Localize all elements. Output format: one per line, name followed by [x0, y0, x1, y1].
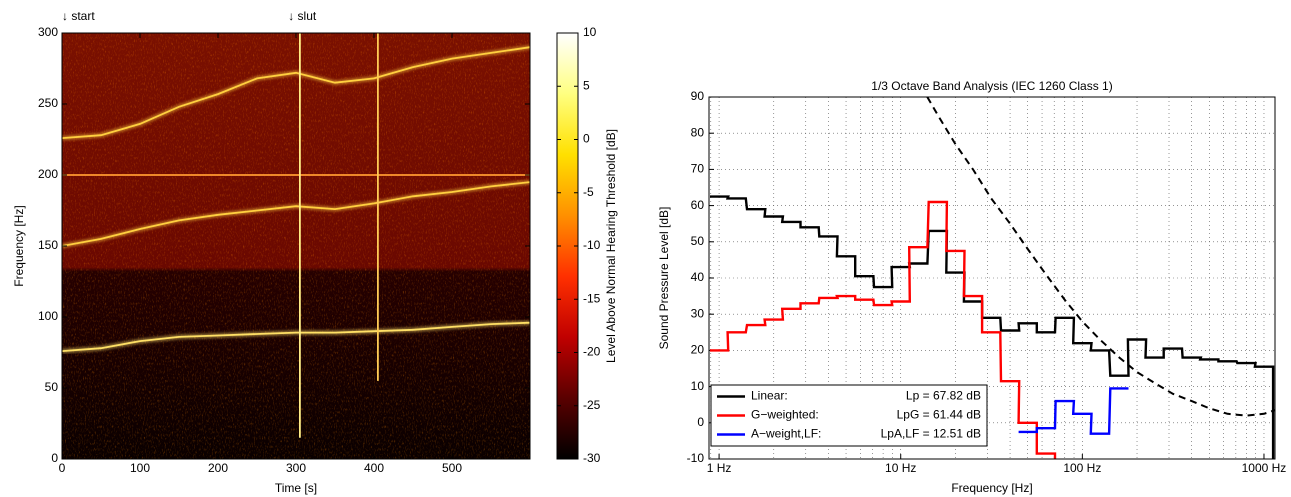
plot-frame [708, 96, 1276, 460]
spectrogram-texture [62, 33, 530, 459]
x-tick-label: 300 [286, 461, 306, 475]
y-tick-label: 300 [38, 25, 58, 39]
x-tick-label: 100 [130, 461, 150, 475]
series-layer [710, 97, 1275, 459]
x-tick-label: 500 [442, 461, 462, 475]
y-tick-label: 70 [691, 162, 705, 176]
colorbar-tick-label: -10 [583, 238, 601, 252]
x-tick-label: 1 Hz [707, 461, 732, 475]
x-axis-label: Frequency [Hz] [951, 481, 1032, 495]
y-tick-label: 90 [691, 89, 705, 103]
y-tick-label: 150 [38, 238, 58, 252]
legend-note: Lp = 67.82 dB [906, 389, 981, 403]
chart-title: 1/3 Octave Band Analysis (IEC 1260 Class… [871, 79, 1112, 93]
colorbar-tick-label: 0 [583, 132, 590, 146]
y-tick-label: 60 [691, 198, 705, 212]
x-tick-label: 10 Hz [885, 461, 916, 475]
y-tick-label: 200 [38, 167, 58, 181]
step-line [710, 200, 1057, 459]
y-tick-label: 20 [691, 343, 705, 357]
legend-label: G−weighted: [751, 408, 819, 422]
y-axis-label: Frequency [Hz] [12, 205, 26, 286]
x-tick-label: 100 Hz [1063, 461, 1101, 475]
x-tick-label: 1000 Hz [1242, 461, 1287, 475]
legend-box [710, 384, 988, 447]
y-axis-label: Sound Pressure Level [dB] [657, 207, 671, 350]
y-tick-label: 50 [45, 380, 59, 394]
x-tick-label: 0 [59, 461, 66, 475]
legend-label: A−weight,LF: [751, 427, 821, 441]
colorbar-tick-label: -20 [583, 345, 601, 359]
track [62, 181, 530, 247]
legend-note: LpG = 61.44 dB [897, 408, 981, 422]
colorbar-tick-label: -5 [583, 185, 594, 199]
colorbar-tick-label: -30 [583, 451, 601, 465]
colorbar-tick-label: -25 [583, 398, 601, 412]
y-tick-label: -10 [687, 451, 705, 465]
spectrogram-tracks [62, 33, 530, 438]
colorbar-tick-label: 5 [583, 78, 590, 92]
colorbar-tick-label: 10 [583, 25, 597, 39]
step-line [1018, 387, 1129, 435]
y-tick-label: 0 [697, 415, 704, 429]
y-tick-label: 250 [38, 96, 58, 110]
y-tick-label: 10 [691, 379, 705, 393]
y-tick-label: 0 [51, 451, 58, 465]
y-tick-label: 50 [691, 234, 705, 248]
dashed-curve [926, 97, 1275, 417]
x-axis-label: Time [s] [275, 481, 317, 495]
y-tick-label: 80 [691, 125, 705, 139]
legend-label: Linear: [751, 389, 788, 403]
colorbar-label: Level Above Normal Hearing Threshold [dB… [604, 129, 618, 363]
x-tick-label: 400 [364, 461, 384, 475]
y-tick-label: 100 [38, 309, 58, 323]
colorbar-tick-label: -15 [583, 291, 601, 305]
step-line [710, 195, 1275, 459]
track [62, 46, 530, 139]
annotation: ↓ start [62, 9, 95, 23]
legend-note: LpA,LF = 12.51 dB [881, 427, 981, 441]
track [62, 321, 530, 352]
y-tick-label: 30 [691, 306, 705, 320]
x-tick-label: 200 [208, 461, 228, 475]
y-tick-label: 40 [691, 270, 705, 284]
annotation: ↓ slut [288, 9, 317, 23]
